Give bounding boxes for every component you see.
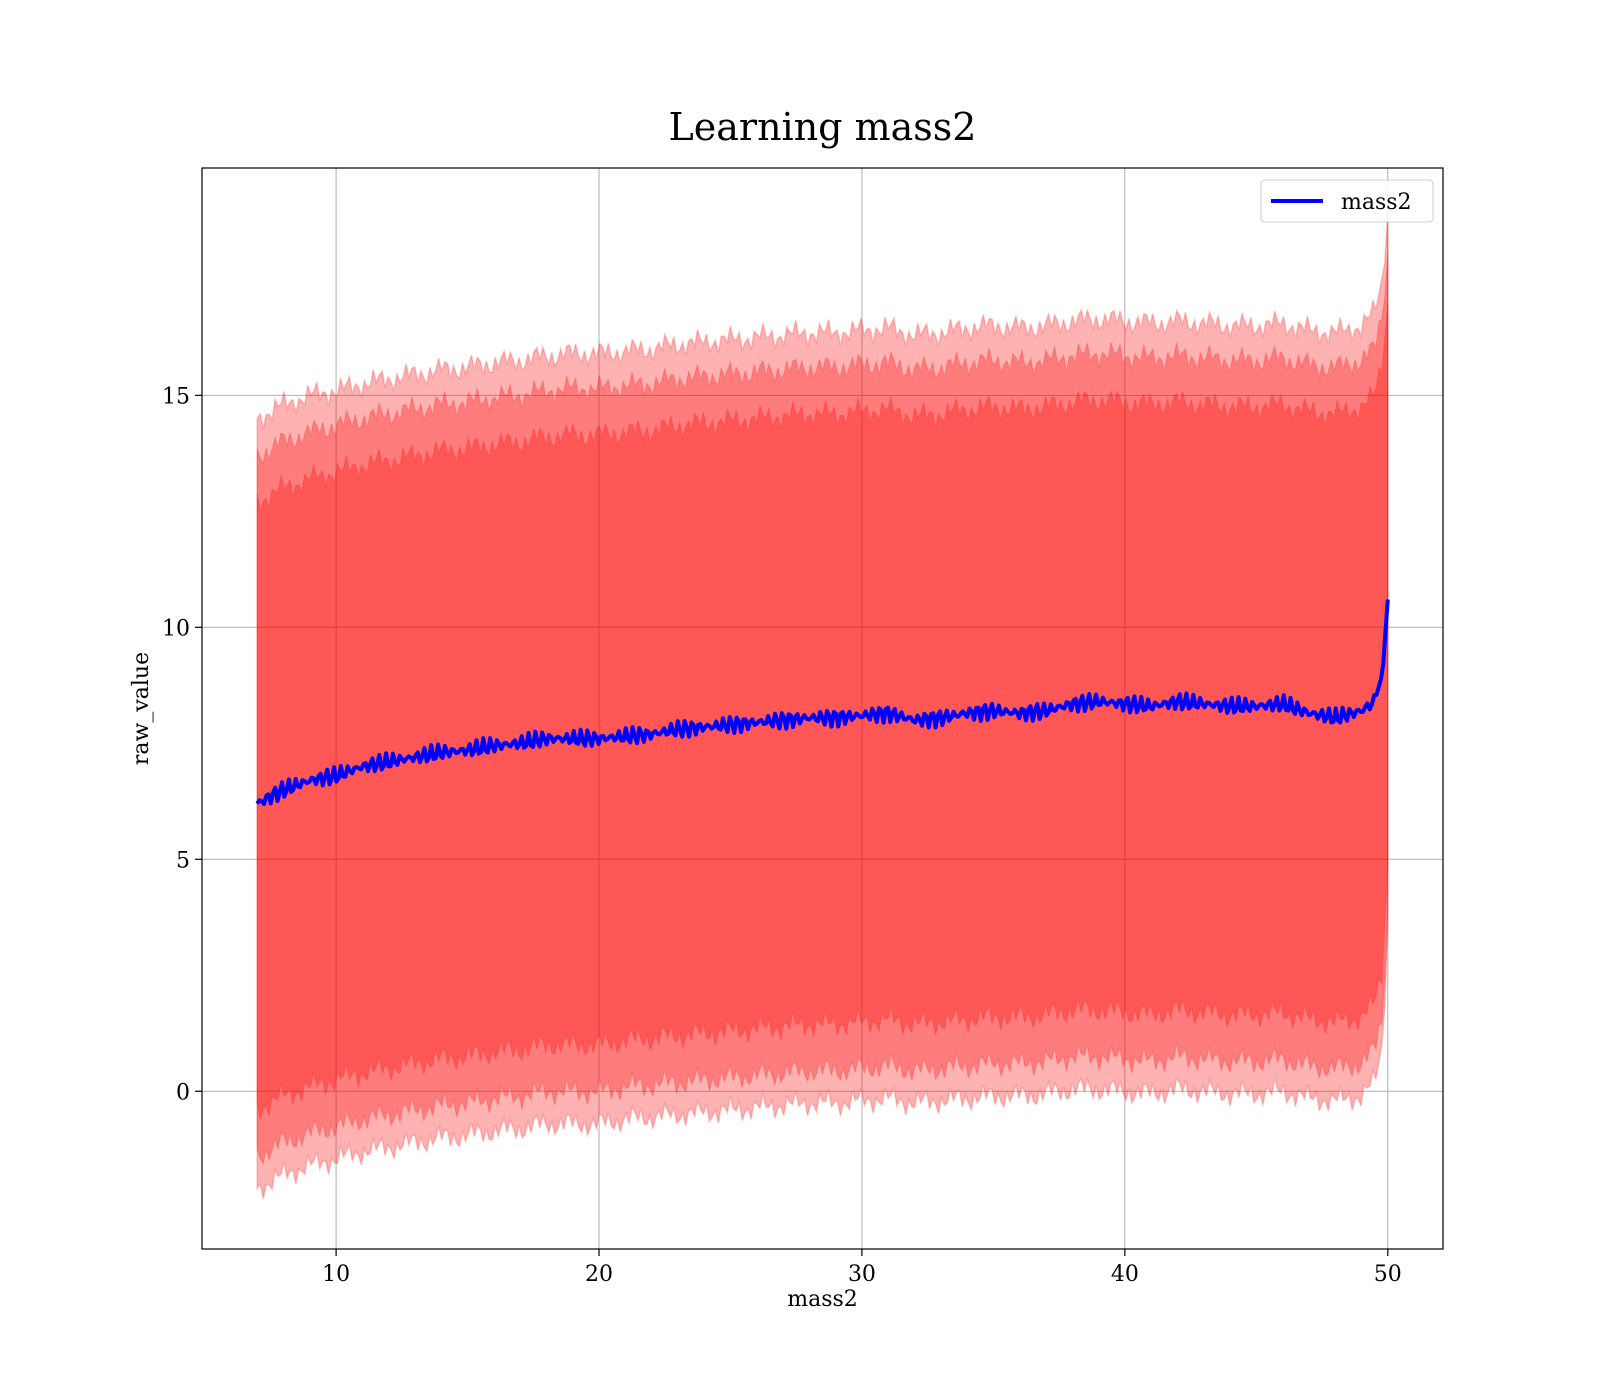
x-axis-label: mass2 [787, 1287, 858, 1312]
series-lines [255, 599, 1390, 807]
y-axis-label: raw_value [129, 652, 154, 765]
y-axis-ticks: 0 5 10 15 [162, 384, 202, 1105]
series-line-mass2 [255, 599, 1390, 807]
grid-lines [202, 168, 1443, 1249]
band-1-sigma [256, 303, 1389, 1120]
confidence-bands [256, 210, 1389, 1200]
x-tick-label: 10 [322, 1262, 350, 1287]
legend-box [1260, 179, 1434, 223]
x-tick-label: 30 [848, 1262, 876, 1287]
y-tick-label: 15 [162, 384, 190, 409]
chart-title: Learning mass2 [669, 105, 977, 149]
y-tick-label: 10 [162, 616, 190, 641]
band-2-sigma [256, 253, 1389, 1166]
x-tick-label: 40 [1111, 1262, 1139, 1287]
x-tick-label: 20 [585, 1262, 613, 1287]
plot-frame [201, 167, 1444, 1250]
x-tick-label: 50 [1374, 1262, 1402, 1287]
x-axis-ticks: 10 20 30 40 50 [322, 1249, 1402, 1287]
legend: mass2 [1260, 179, 1434, 223]
y-tick-label: 0 [176, 1080, 190, 1105]
band-3-sigma [256, 210, 1389, 1200]
y-tick-label: 5 [176, 848, 190, 873]
legend-entry-label: mass2 [1341, 190, 1412, 215]
